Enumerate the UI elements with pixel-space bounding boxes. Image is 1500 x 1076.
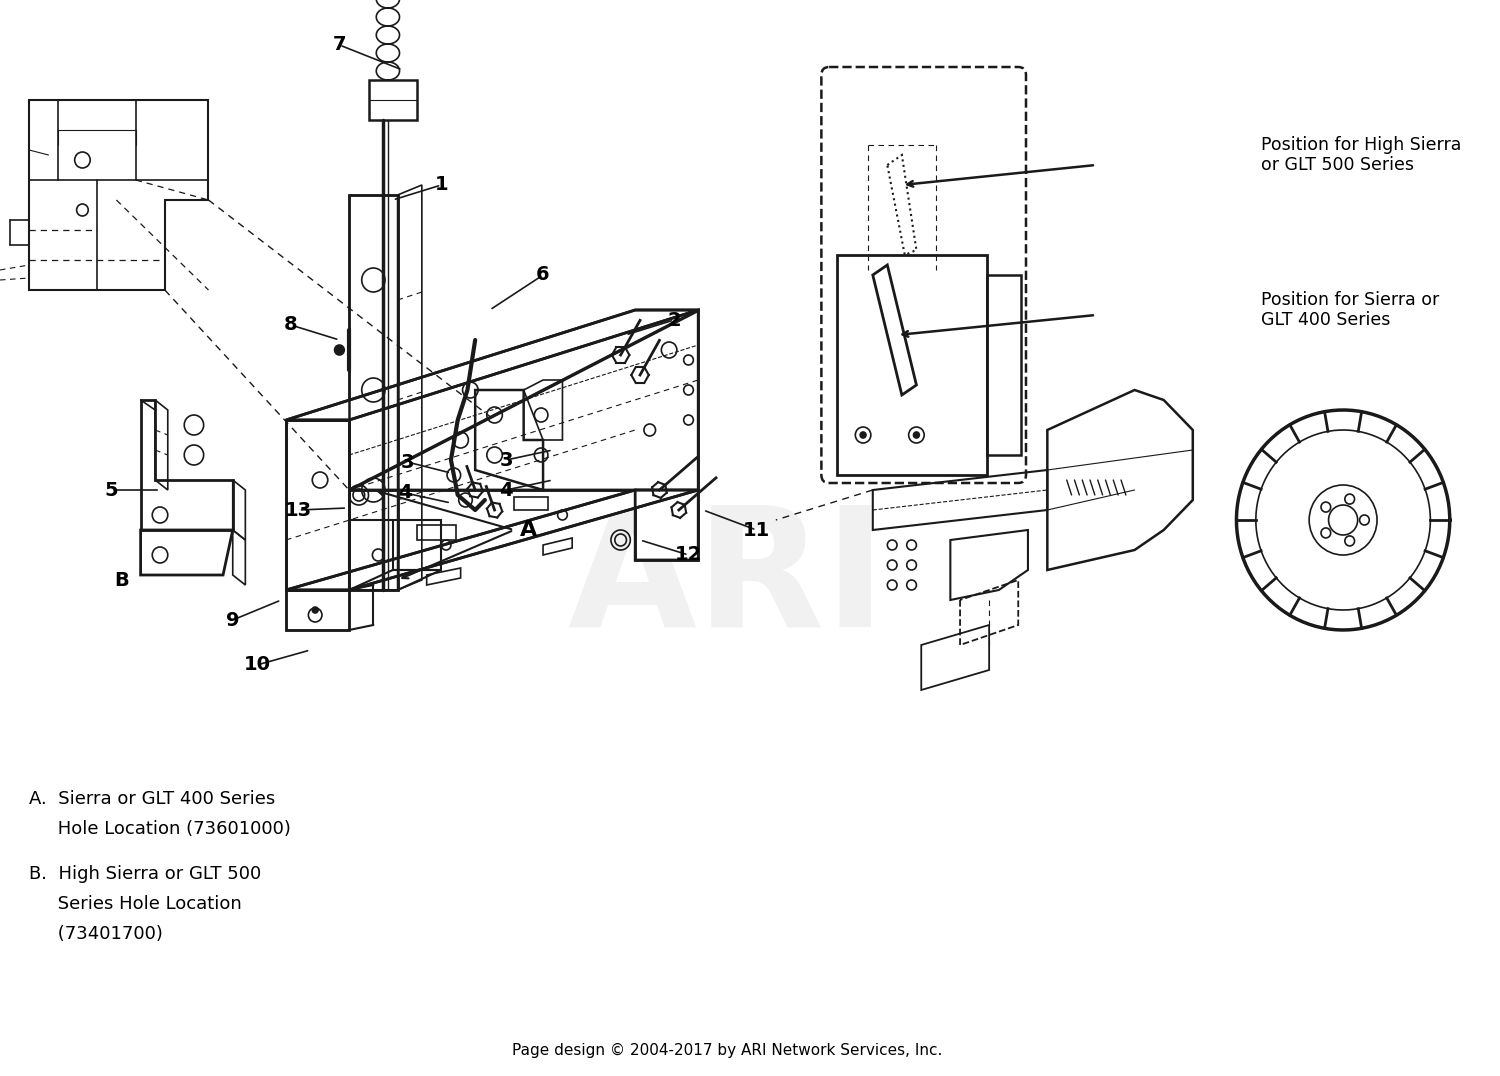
Text: 2: 2 [668, 311, 681, 329]
Polygon shape [350, 195, 398, 590]
Text: 9: 9 [226, 610, 240, 629]
Text: 8: 8 [284, 315, 297, 335]
Text: Series Hole Location: Series Hole Location [28, 895, 242, 914]
Text: Page design © 2004-2017 by ARI Network Services, Inc.: Page design © 2004-2017 by ARI Network S… [512, 1043, 942, 1058]
Circle shape [859, 431, 865, 438]
Text: 3: 3 [400, 453, 414, 471]
Text: 5: 5 [105, 481, 118, 499]
Polygon shape [286, 490, 698, 590]
Circle shape [914, 431, 920, 438]
Polygon shape [873, 265, 916, 395]
Text: Hole Location (73601000): Hole Location (73601000) [28, 820, 291, 838]
Circle shape [312, 607, 318, 613]
Text: Position for High Sierra
or GLT 500 Series: Position for High Sierra or GLT 500 Seri… [1260, 136, 1461, 174]
Polygon shape [286, 310, 698, 420]
Text: B.  High Sierra or GLT 500: B. High Sierra or GLT 500 [28, 865, 261, 883]
FancyBboxPatch shape [822, 67, 1026, 483]
Text: (73401700): (73401700) [28, 925, 164, 943]
Text: B: B [114, 570, 129, 590]
Text: 11: 11 [742, 521, 770, 539]
Bar [987, 275, 1022, 455]
Polygon shape [350, 310, 698, 560]
Text: ARI: ARI [567, 498, 886, 662]
Text: A.  Sierra or GLT 400 Series: A. Sierra or GLT 400 Series [28, 790, 276, 808]
Text: 4: 4 [500, 481, 513, 499]
Text: 3: 3 [500, 451, 513, 469]
Text: 4: 4 [399, 483, 412, 502]
Polygon shape [286, 420, 350, 590]
Text: 10: 10 [243, 655, 270, 675]
Text: Position for Sierra or
GLT 400 Series: Position for Sierra or GLT 400 Series [1260, 291, 1438, 329]
Text: 7: 7 [333, 36, 346, 55]
Text: 1: 1 [435, 175, 448, 195]
Text: 13: 13 [285, 500, 312, 520]
Polygon shape [286, 590, 350, 631]
Bar [837, 255, 987, 475]
Text: 12: 12 [675, 546, 702, 565]
Text: A: A [520, 520, 537, 540]
Circle shape [334, 345, 345, 355]
Text: 6: 6 [536, 266, 550, 284]
